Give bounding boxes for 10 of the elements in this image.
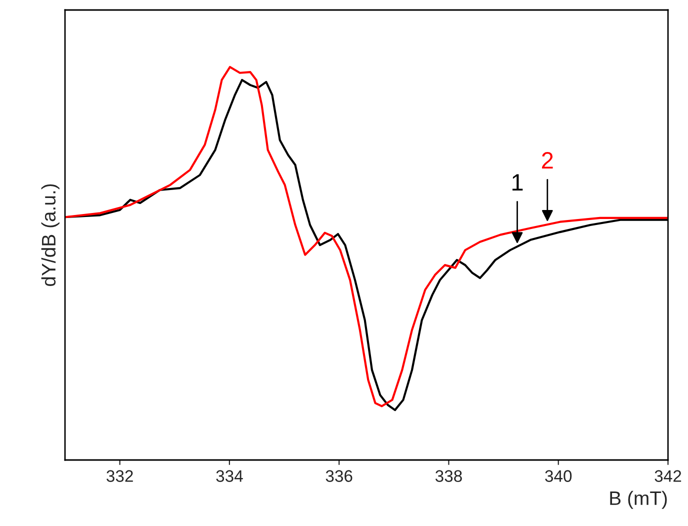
text: 2	[542, 152, 553, 169]
x-tick-label: 342	[654, 470, 682, 482]
text: 1	[512, 174, 523, 191]
x-axis-title: B (mT)	[610, 490, 667, 509]
x-tick-label: 336	[326, 470, 352, 482]
x-tick-label: 332	[106, 470, 133, 482]
x-tick-label: 334	[216, 470, 243, 482]
y-axis-title: dY/dB (a.u.)	[41, 184, 60, 286]
x-tick-label: 338	[435, 470, 462, 482]
x-tick-label: 340	[545, 470, 572, 482]
